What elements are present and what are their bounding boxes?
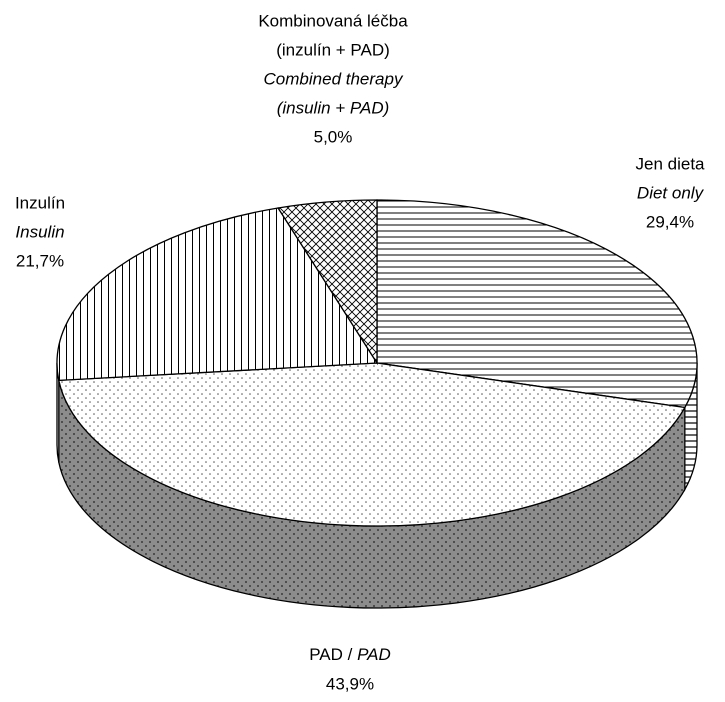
slice-label: PAD / PAD — [309, 645, 391, 664]
label-cs: (inzulín + PAD) — [276, 40, 390, 59]
label-en: Insulin — [15, 222, 64, 241]
value-label: 29,4% — [646, 212, 694, 231]
slice — [376, 199, 698, 409]
label-cs: Kombinovaná léčba — [258, 11, 408, 30]
label-cs: Jen dieta — [636, 154, 706, 173]
slice — [56, 207, 379, 382]
label-en: PAD — [357, 645, 391, 664]
labels: Jen dieta Diet only 29,4% PAD / PAD 43,9% Inz… — [15, 11, 705, 693]
label-en: Combined therapy — [264, 69, 404, 88]
pie — [56, 199, 698, 609]
slice — [277, 199, 378, 366]
slice — [58, 362, 686, 527]
label-en: Diet only — [637, 183, 705, 202]
label-cs: Inzulín — [15, 193, 65, 212]
label-en: (insulin + PAD) — [277, 98, 390, 117]
value-label: 5,0% — [314, 127, 353, 146]
label-cs: PAD / — [309, 645, 352, 664]
value-label: 21,7% — [16, 251, 64, 270]
value-label: 43,9% — [326, 674, 374, 693]
